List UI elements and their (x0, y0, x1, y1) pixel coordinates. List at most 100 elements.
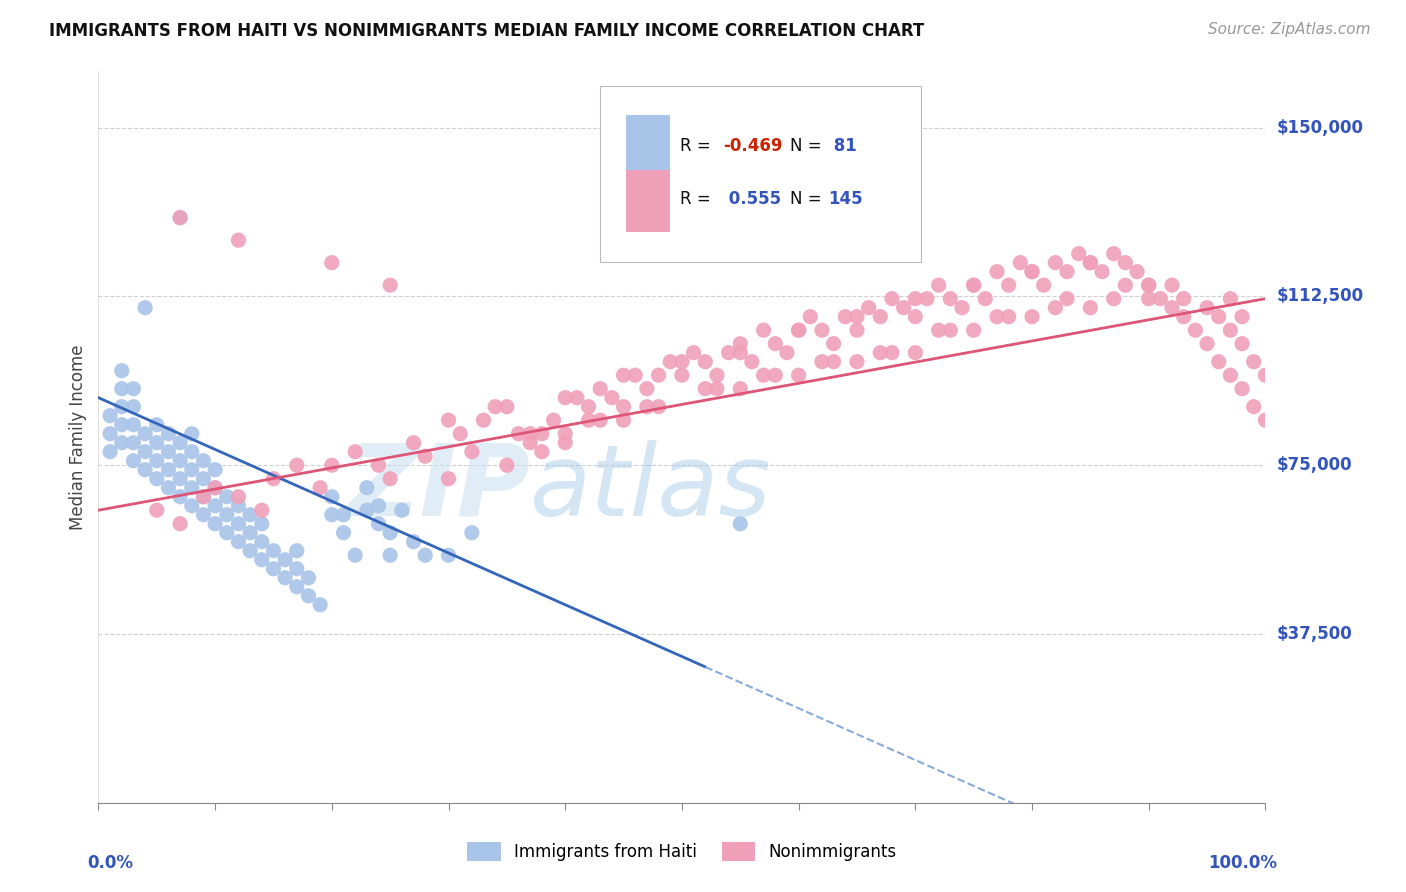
Point (228, 516, 250, 531)
Point (122, 382, 145, 396)
Text: $37,500: $37,500 (1277, 625, 1353, 643)
Point (1208, 310, 1230, 324)
Point (98, 426, 121, 441)
Text: 145: 145 (828, 190, 862, 209)
Point (169, 435, 191, 450)
Point (950, 301, 973, 315)
Point (939, 323, 962, 337)
Point (204, 516, 226, 531)
Point (636, 400, 658, 414)
Point (437, 548, 460, 562)
Point (880, 345, 903, 359)
Point (169, 211, 191, 225)
Point (1173, 292, 1195, 306)
Point (776, 345, 799, 359)
Point (811, 323, 834, 337)
Point (367, 499, 389, 513)
Point (1021, 265, 1043, 279)
Point (1184, 323, 1206, 337)
Point (309, 481, 332, 495)
Point (356, 481, 378, 495)
Point (380, 278, 402, 293)
Point (986, 310, 1008, 324)
Point (134, 301, 156, 315)
Point (1045, 301, 1067, 315)
Point (730, 336, 752, 351)
Point (1161, 301, 1184, 315)
Text: $150,000: $150,000 (1277, 119, 1364, 136)
Point (449, 426, 471, 441)
Point (344, 548, 367, 562)
Point (647, 368, 669, 383)
Point (297, 589, 319, 603)
Point (600, 391, 623, 405)
Point (893, 301, 915, 315)
Text: $75,000: $75,000 (1277, 456, 1353, 475)
Point (228, 233, 250, 247)
Point (811, 354, 834, 368)
Point (787, 323, 810, 337)
Point (1137, 278, 1160, 293)
Point (1067, 246, 1090, 260)
Text: N =: N = (790, 190, 823, 209)
Point (146, 453, 169, 467)
Point (1102, 292, 1125, 306)
Point (986, 265, 1008, 279)
Point (1021, 310, 1043, 324)
Point (1254, 413, 1277, 427)
Point (1208, 354, 1230, 368)
Point (928, 323, 950, 337)
Point (974, 292, 997, 306)
Point (1161, 278, 1184, 293)
Point (228, 534, 250, 549)
Point (321, 458, 343, 473)
Point (565, 391, 588, 405)
Point (730, 345, 752, 359)
Point (962, 278, 984, 293)
Point (321, 490, 343, 504)
Point (180, 463, 202, 477)
Point (437, 413, 460, 427)
Point (799, 310, 821, 324)
Point (1149, 292, 1171, 306)
Point (1056, 265, 1078, 279)
Point (356, 503, 378, 517)
Point (1219, 292, 1241, 306)
Point (787, 368, 810, 383)
Point (332, 525, 354, 540)
Point (309, 598, 332, 612)
Text: 81: 81 (828, 137, 856, 155)
Point (111, 400, 134, 414)
Point (1045, 255, 1067, 269)
Text: 0.0%: 0.0% (87, 854, 132, 872)
Point (997, 310, 1019, 324)
Point (519, 435, 541, 450)
Point (589, 413, 612, 427)
Point (169, 453, 191, 467)
Point (496, 400, 519, 414)
Point (344, 444, 367, 458)
Point (496, 458, 519, 473)
Point (915, 292, 938, 306)
Point (880, 292, 903, 306)
Point (285, 562, 308, 576)
Point (928, 278, 950, 293)
Point (554, 426, 576, 441)
Y-axis label: Median Family Income: Median Family Income (69, 344, 87, 530)
Text: 0.555: 0.555 (723, 190, 780, 209)
Point (1254, 368, 1277, 383)
Point (717, 345, 740, 359)
Point (472, 413, 495, 427)
Point (134, 426, 156, 441)
Point (413, 548, 436, 562)
Point (122, 417, 145, 432)
Point (962, 323, 984, 337)
Point (180, 499, 202, 513)
Point (380, 472, 402, 486)
Point (367, 458, 389, 473)
Text: $112,500: $112,500 (1277, 287, 1364, 305)
Point (193, 490, 215, 504)
Point (157, 481, 180, 495)
Point (215, 508, 238, 522)
Point (1230, 310, 1253, 324)
